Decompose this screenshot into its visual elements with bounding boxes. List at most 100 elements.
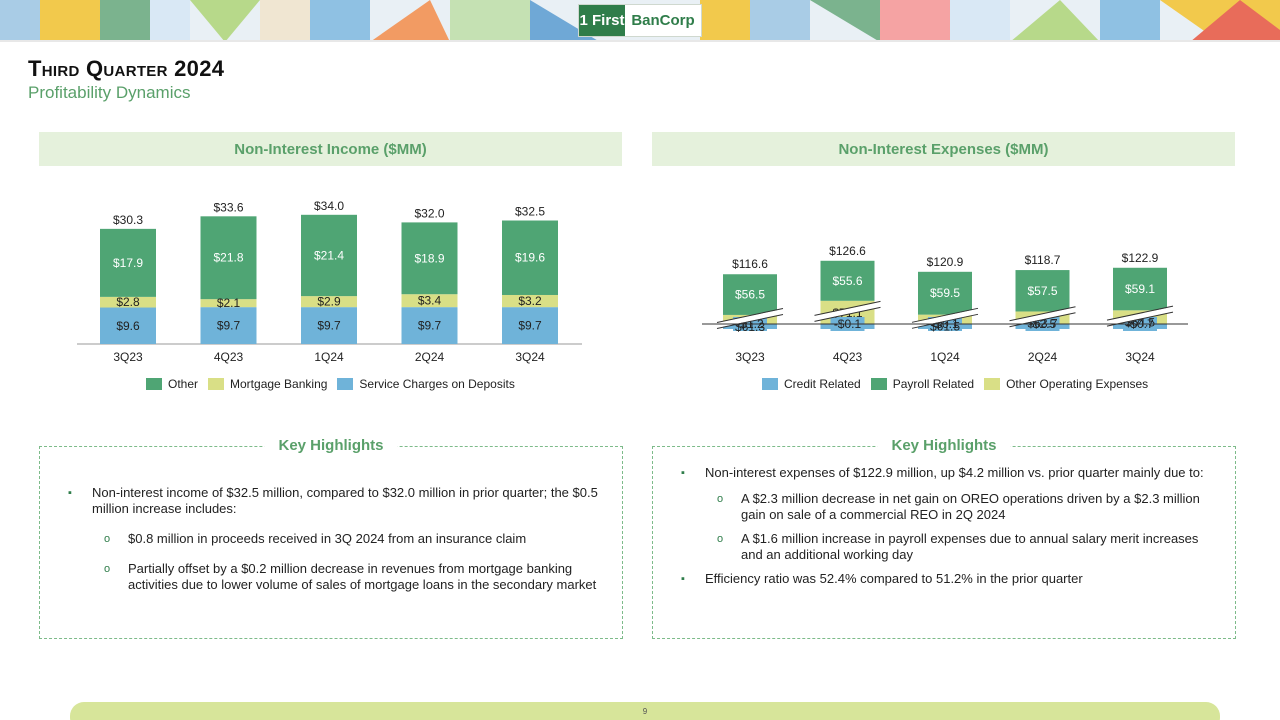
total-label: $122.9 [1122,251,1159,265]
legend-item-payroll: Payroll Related [870,377,975,391]
total-label: $32.0 [414,206,444,220]
x-tick-label: 2Q24 [1028,350,1058,364]
highlights-list: ▪ Non-interest income of $32.5 million, … [68,485,598,601]
total-label: $30.3 [113,213,143,227]
highlights-list: ▪ Non-interest expenses of $122.9 millio… [681,465,1211,597]
legend-item-other: Other [146,377,198,391]
x-tick-label: 3Q24 [515,350,545,364]
square-bullet-icon: ▪ [681,467,685,479]
axis-break-gap [1106,306,1174,326]
bar-mortgage-banking [502,294,558,308]
legend-swatch [208,378,225,390]
axis-break-mark [814,300,881,316]
x-tick-label: 1Q24 [314,350,344,364]
bar-mortgage-banking [401,294,458,308]
data-label-service-charges: $9.7 [317,319,341,333]
data-label-mortgage-banking: $3.4 [418,294,442,308]
total-label: $34.0 [314,199,344,213]
bar-mortgage-banking [100,296,156,308]
data-label-service-charges: $9.7 [418,319,442,333]
axis-break-mark [1009,306,1076,322]
legend-swatch [870,378,887,390]
header-banner: 1 First BanCorp [0,0,1280,42]
data-label-other: $21.4 [314,248,344,262]
highlight-subitem: o Partially offset by a $0.2 million dec… [68,561,598,593]
highlight-subitem: o $0.8 million in proceeds received in 3… [68,531,598,547]
bar-payroll-related [723,274,777,315]
page-number: 9 [642,707,648,716]
expenses-chart-header: Non-Interest Expenses ($MM) [652,132,1235,166]
bar-payroll-related [820,260,875,301]
page-title: Third Quarter 2024 [28,56,225,81]
bar-service-charges [301,307,357,344]
highlight-subtext: $0.8 million in proceeds received in 3Q … [128,531,527,546]
legend-item-mortgage: Mortgage Banking [208,377,327,391]
bar-payroll-related [918,271,972,315]
axis-break-gap [911,308,979,328]
company-logo: 1 First BanCorp [578,4,702,37]
data-label-service-charges: $9.7 [518,319,542,333]
income-chart-header: Non-Interest Income ($MM) [39,132,622,166]
bar-service-charges [100,307,156,344]
data-label-payroll-related: $59.5 [930,286,960,300]
data-label-mortgage-banking: $2.8 [116,295,140,309]
logo-text: BanCorp [631,12,695,29]
data-label-mortgage-banking: $2.9 [317,295,341,309]
legend-item-service-charges: Service Charges on Deposits [337,377,515,391]
bar-service-charges [502,307,558,344]
logo-mark: 1 First [579,5,625,36]
bar-other [100,228,156,297]
expenses-chart: -$1.2$61.3$56.5$116.63Q23-$0.1$71.1$55.6… [702,244,1188,364]
x-tick-label: 3Q23 [113,350,143,364]
highlight-item: ▪ Non-interest income of $32.5 million, … [68,485,598,517]
data-label-other: $18.9 [414,251,444,265]
bar-payroll-related [1113,267,1167,311]
legend-label: Payroll Related [892,377,975,391]
axis-break-mark [716,313,784,329]
highlight-text: Non-interest income of $32.5 million, co… [92,485,598,516]
data-label-service-charges: $9.6 [116,319,140,333]
bar-service-charges [200,307,257,344]
data-label-other: $19.6 [515,251,545,265]
circle-bullet-icon: o [104,533,111,545]
x-tick-label: 2Q24 [415,350,445,364]
axis-break-mark [1106,305,1174,321]
data-label-payroll-related: $59.1 [1125,282,1155,296]
legend-swatch [146,378,162,390]
x-tick-label: 3Q23 [735,350,765,364]
x-tick-label: 3Q24 [1125,350,1155,364]
legend-item-other-operating: Other Operating Expenses [984,377,1148,391]
axis-break-mark [911,313,979,329]
bar-other [301,214,357,297]
data-label-other: $21.8 [213,251,243,265]
legend-label: Credit Related [784,377,861,391]
highlight-item: ▪ Efficiency ratio was 52.4% compared to… [681,571,1211,587]
footer-bar: 9 [70,702,1220,720]
circle-bullet-icon: o [717,493,724,505]
bar-other [502,220,558,295]
legend-label: Service Charges on Deposits [359,377,515,391]
total-label: $32.5 [515,205,545,219]
square-bullet-icon: ▪ [681,573,685,585]
bar-service-charges [401,307,458,344]
income-chart: $9.6 $2.8 $17.9 $30.3 3Q23 $9.7 $2.1 $21.8 $33.6… [77,199,582,364]
data-label-payroll-related: $57.5 [1027,284,1057,298]
x-tick-label: 4Q23 [214,350,244,364]
circle-bullet-icon: o [717,533,724,545]
total-label: $120.9 [927,255,964,269]
legend-label: Other Operating Expenses [1006,377,1149,391]
page-subtitle: Profitability Dynamics [28,83,191,102]
total-label: $116.6 [732,257,768,271]
income-legend: Other Mortgage Banking Service Charges o… [146,377,515,391]
legend-swatch [337,378,354,390]
x-tick-label: 4Q23 [833,350,863,364]
legend-label: Other [168,377,199,391]
data-label-other: $17.9 [113,256,143,270]
legend-item-credit: Credit Related [762,377,861,391]
circle-bullet-icon: o [104,563,111,575]
expenses-highlights-box: Key Highlights ▪ Non-interest expenses o… [652,437,1236,639]
bar-other [401,222,458,295]
legend-label: Mortgage Banking [230,377,328,391]
axis-break-gap [1008,307,1077,327]
axis-break-gap [716,309,784,328]
